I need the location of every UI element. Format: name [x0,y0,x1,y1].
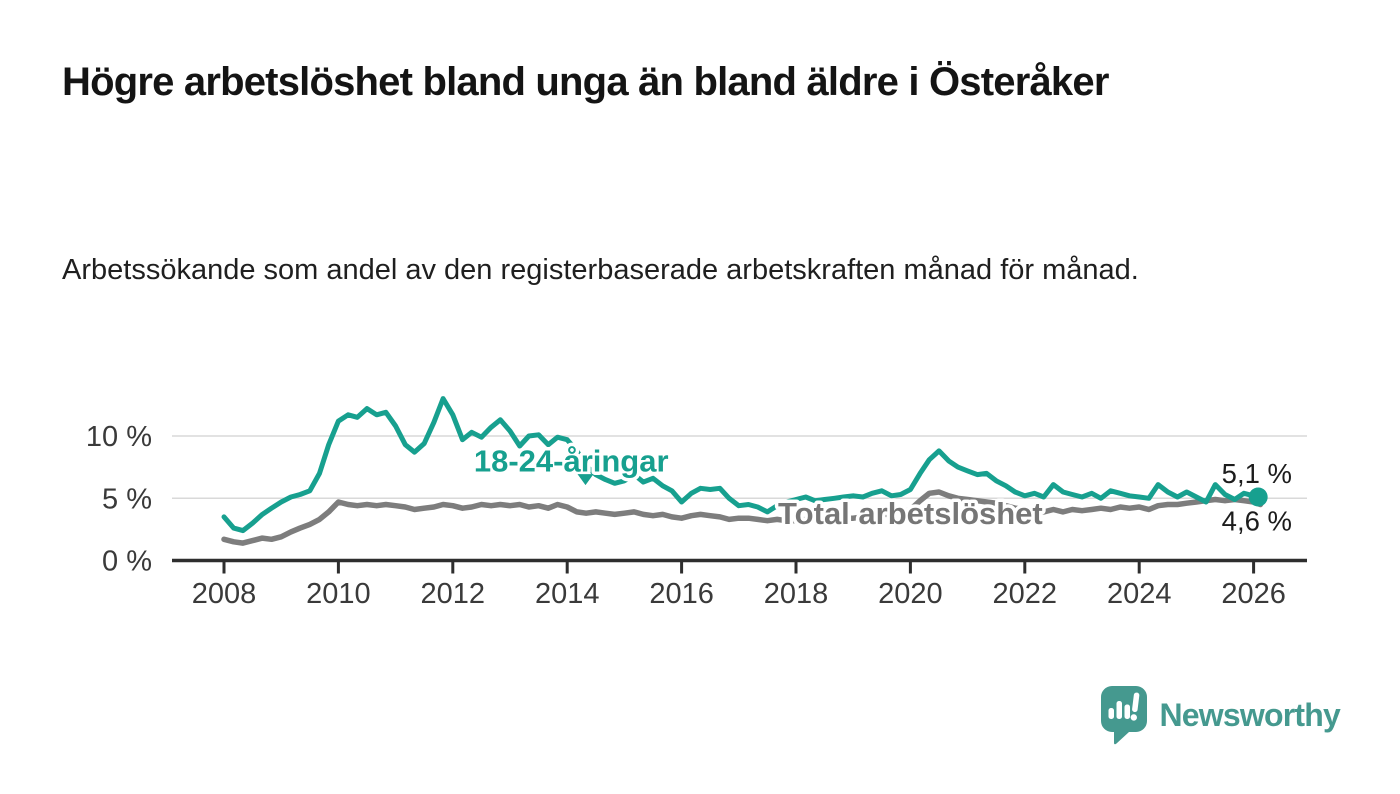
x-tick-label: 2022 [993,578,1058,610]
series-line-youth [221,396,1261,534]
page-title: Högre arbetslöshet bland unga än bland ä… [62,60,1109,104]
x-tick-label: 2026 [1221,578,1286,610]
x-tick-label: 2020 [878,578,943,610]
series-label-total: Total arbetslöshet [778,496,1043,531]
x-tick-label: 2014 [535,578,600,610]
y-tick-label: 5 % [102,483,152,515]
x-tick-label: 2012 [421,578,486,610]
x-tick-label: 2018 [764,578,829,610]
page-subtitle: Arbetssökande som andel av den registerb… [62,254,1139,286]
x-tick-label: 2010 [306,578,371,610]
label-pointer-youth [577,474,594,486]
series-label-youth: 18-24-åringar [474,443,669,478]
series-line-total [221,489,1264,546]
series-end-dot-youth [1248,487,1268,507]
x-tick-label: 2016 [649,578,714,610]
newsworthy-logo-icon [1100,686,1147,745]
y-tick-label: 0 % [102,546,152,578]
end-label-total: 4,6 % [1222,505,1292,536]
y-tick-label: 10 % [86,421,152,453]
end-label-youth: 5,1 % [1222,458,1292,489]
newsworthy-logo: Newsworthy [1100,686,1341,745]
x-tick-label: 2008 [192,578,257,610]
newsworthy-logo-text: Newsworthy [1159,697,1341,733]
x-tick-label: 2024 [1107,578,1172,610]
bar-chart-glyph [1108,692,1139,721]
speech-bubble-shape [1100,686,1147,745]
